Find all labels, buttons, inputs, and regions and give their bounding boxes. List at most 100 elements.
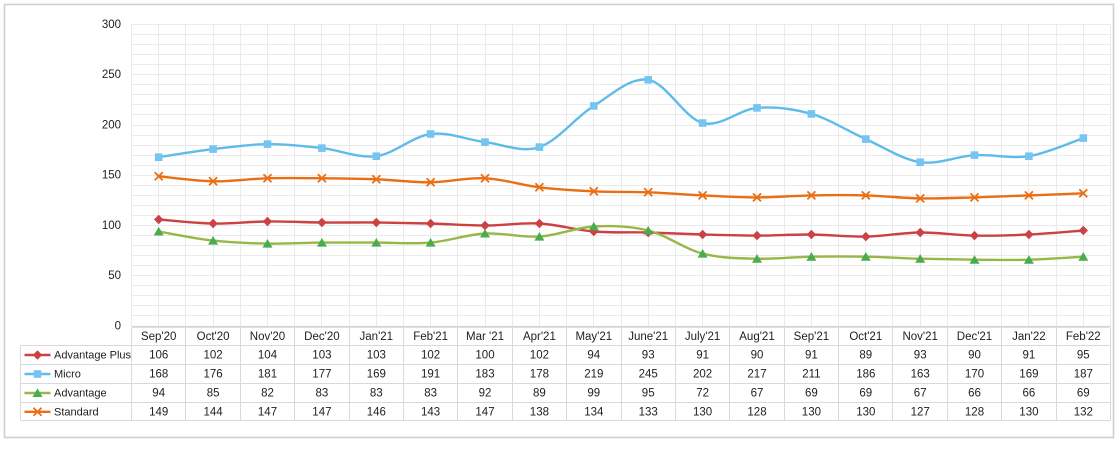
svg-text:67: 67	[914, 387, 927, 399]
svg-text:89: 89	[533, 387, 546, 399]
svg-text:May'21: May'21	[575, 331, 612, 343]
svg-text:250: 250	[102, 69, 121, 81]
svg-text:104: 104	[258, 349, 278, 361]
svg-text:102: 102	[204, 349, 223, 361]
svg-text:133: 133	[639, 407, 658, 419]
svg-text:200: 200	[102, 119, 121, 131]
svg-text:143: 143	[421, 407, 440, 419]
svg-text:147: 147	[475, 407, 494, 419]
svg-text:168: 168	[149, 368, 168, 380]
svg-text:138: 138	[530, 407, 549, 419]
svg-text:102: 102	[421, 349, 440, 361]
svg-text:150: 150	[102, 170, 121, 182]
svg-text:134: 134	[584, 407, 604, 419]
svg-text:Standard: Standard	[54, 407, 99, 419]
svg-text:100: 100	[102, 220, 121, 232]
svg-text:Mar '21: Mar '21	[466, 331, 504, 343]
svg-text:103: 103	[367, 349, 386, 361]
svg-text:85: 85	[207, 387, 220, 399]
svg-text:144: 144	[204, 407, 224, 419]
svg-text:89: 89	[859, 349, 872, 361]
svg-text:91: 91	[805, 349, 818, 361]
svg-text:June'21: June'21	[628, 331, 668, 343]
svg-text:183: 183	[475, 368, 494, 380]
svg-text:Aug'21: Aug'21	[739, 331, 774, 343]
svg-text:186: 186	[856, 368, 875, 380]
svg-text:130: 130	[856, 407, 875, 419]
svg-text:103: 103	[312, 349, 331, 361]
svg-text:90: 90	[751, 349, 764, 361]
svg-text:93: 93	[642, 349, 655, 361]
svg-text:91: 91	[1023, 349, 1036, 361]
svg-text:Nov'21: Nov'21	[902, 331, 937, 343]
svg-text:130: 130	[1019, 407, 1038, 419]
svg-text:Jan'22: Jan'22	[1012, 331, 1046, 343]
svg-text:127: 127	[911, 407, 930, 419]
svg-text:169: 169	[1019, 368, 1038, 380]
svg-text:Dec'20: Dec'20	[304, 331, 339, 343]
svg-text:147: 147	[258, 407, 277, 419]
svg-text:Nov'20: Nov'20	[250, 331, 285, 343]
svg-text:245: 245	[639, 368, 658, 380]
svg-text:92: 92	[479, 387, 492, 399]
svg-text:July'21: July'21	[685, 331, 720, 343]
svg-text:90: 90	[968, 349, 981, 361]
svg-text:102: 102	[530, 349, 549, 361]
svg-text:146: 146	[367, 407, 386, 419]
svg-text:95: 95	[1077, 349, 1090, 361]
svg-text:67: 67	[751, 387, 764, 399]
svg-text:99: 99	[587, 387, 600, 399]
svg-text:69: 69	[805, 387, 818, 399]
svg-text:202: 202	[693, 368, 712, 380]
svg-text:94: 94	[587, 349, 600, 361]
svg-text:83: 83	[370, 387, 383, 399]
svg-text:187: 187	[1074, 368, 1093, 380]
svg-text:Apr'21: Apr'21	[523, 331, 556, 343]
svg-text:163: 163	[911, 368, 930, 380]
svg-text:100: 100	[475, 349, 494, 361]
svg-text:83: 83	[316, 387, 329, 399]
svg-text:181: 181	[258, 368, 277, 380]
svg-text:50: 50	[108, 270, 121, 282]
svg-text:300: 300	[102, 19, 121, 31]
svg-text:94: 94	[152, 387, 165, 399]
svg-text:128: 128	[965, 407, 984, 419]
svg-text:Jan'21: Jan'21	[360, 331, 394, 343]
svg-text:66: 66	[968, 387, 981, 399]
svg-text:178: 178	[530, 368, 549, 380]
svg-text:83: 83	[424, 387, 437, 399]
svg-text:Micro: Micro	[54, 368, 81, 380]
svg-text:211: 211	[802, 368, 820, 380]
svg-text:132: 132	[1074, 407, 1093, 419]
svg-text:191: 191	[421, 368, 440, 380]
svg-text:66: 66	[1023, 387, 1036, 399]
svg-text:170: 170	[965, 368, 984, 380]
svg-text:91: 91	[696, 349, 709, 361]
svg-text:Oct'21: Oct'21	[849, 331, 882, 343]
svg-text:130: 130	[693, 407, 712, 419]
svg-text:130: 130	[802, 407, 821, 419]
svg-text:69: 69	[859, 387, 872, 399]
svg-text:106: 106	[149, 349, 168, 361]
svg-text:177: 177	[312, 368, 331, 380]
svg-text:128: 128	[747, 407, 766, 419]
svg-text:0: 0	[115, 320, 121, 332]
svg-text:Sep'21: Sep'21	[794, 331, 829, 343]
svg-text:82: 82	[261, 387, 274, 399]
svg-text:Oct'20: Oct'20	[197, 331, 230, 343]
svg-text:Advantage Plus: Advantage Plus	[54, 349, 132, 361]
svg-text:219: 219	[584, 368, 603, 380]
svg-text:93: 93	[914, 349, 927, 361]
svg-text:Sep'20: Sep'20	[141, 331, 176, 343]
svg-text:169: 169	[367, 368, 386, 380]
svg-text:69: 69	[1077, 387, 1090, 399]
svg-text:Feb'22: Feb'22	[1066, 331, 1101, 343]
svg-text:72: 72	[696, 387, 709, 399]
svg-text:95: 95	[642, 387, 655, 399]
svg-text:147: 147	[312, 407, 331, 419]
svg-text:149: 149	[149, 407, 168, 419]
svg-text:Dec'21: Dec'21	[957, 331, 992, 343]
svg-text:Advantage: Advantage	[54, 387, 107, 399]
svg-text:217: 217	[747, 368, 766, 380]
svg-text:Feb'21: Feb'21	[413, 331, 448, 343]
